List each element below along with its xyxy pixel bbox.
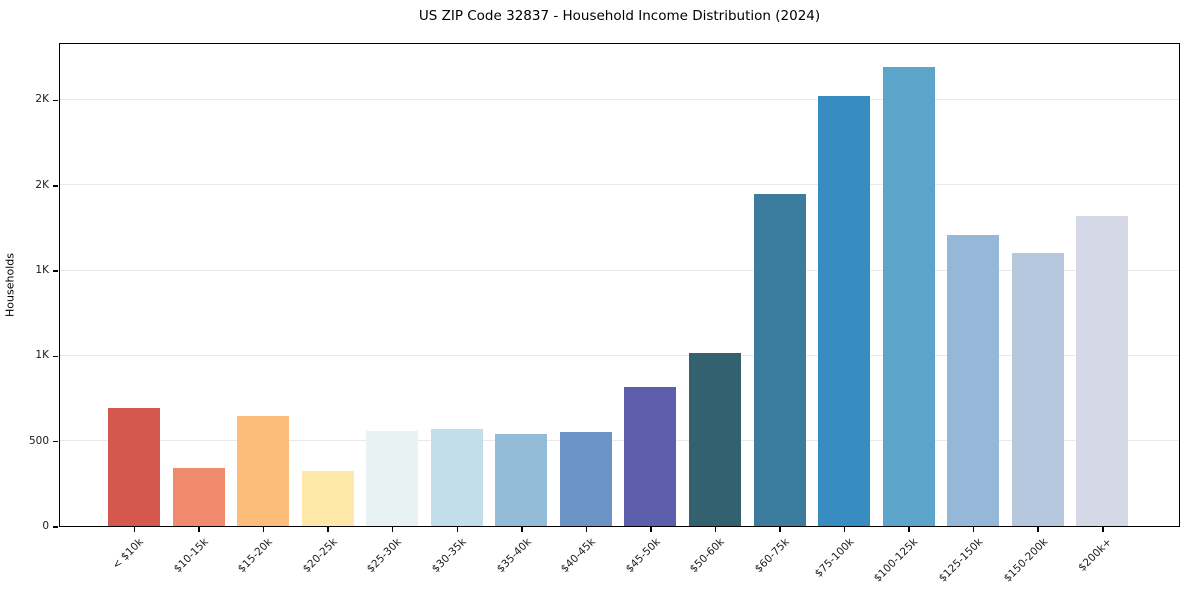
bar-200k+ [1076, 216, 1129, 526]
x-tick-mark [456, 527, 458, 532]
bar-60-75k [753, 194, 806, 526]
y-tick-mark [53, 185, 58, 187]
bar-35-40k [495, 433, 548, 526]
gridline [60, 269, 1179, 271]
x-tick-mark [1102, 527, 1104, 532]
y-tick-mark [53, 99, 58, 102]
bar-25-30k [366, 431, 419, 526]
x-tick-label: $50-60k [687, 536, 727, 576]
y-tick-label: 0 [42, 520, 49, 532]
x-tick-label: $125-150k [936, 536, 986, 585]
y-tick-label: 500 [28, 434, 49, 447]
x-tick-mark [521, 527, 523, 532]
x-tick-label: $100-125k [872, 536, 921, 585]
gridline [60, 99, 1179, 100]
chart-title: US ZIP Code 32837 - Household Income Dis… [418, 8, 821, 24]
y-tick-mark [53, 526, 58, 528]
bar-10-15k [172, 468, 225, 526]
bar-10k [108, 408, 160, 526]
x-tick-label: $20-25k [300, 536, 340, 576]
x-tick-label: $200k+ [1076, 536, 1115, 574]
gridline [60, 184, 1179, 186]
x-tick-mark [133, 527, 136, 532]
x-tick-mark [843, 527, 846, 532]
x-tick-label: $60-75k [752, 536, 792, 576]
bar-15-20k [237, 415, 290, 526]
x-tick-mark [262, 527, 265, 532]
y-tick-mark [53, 355, 58, 358]
y-tick-label: 1K [35, 349, 49, 362]
x-tick-mark [585, 527, 588, 532]
x-tick-mark [779, 527, 781, 532]
bar-150-200k [1011, 253, 1064, 526]
y-axis-label: Households [3, 253, 17, 317]
y-tick-mark [53, 270, 58, 272]
bar-100-125k [882, 67, 935, 526]
x-tick-mark [198, 527, 200, 532]
gridline [60, 354, 1179, 356]
bar-75-100k [818, 96, 871, 526]
x-tick-label: $75-100k [812, 536, 857, 580]
x-tick-label: $150-200k [1001, 536, 1050, 585]
y-tick-label: 1K [35, 264, 49, 277]
x-tick-mark [327, 527, 329, 532]
bar-30-35k [430, 428, 483, 526]
x-tick-label: < $10k [110, 536, 146, 572]
bar-40-45k [559, 432, 612, 526]
plot-area [59, 43, 1180, 527]
y-tick-mark [53, 440, 58, 443]
x-tick-label: $25-30k [365, 536, 405, 576]
x-tick-mark [972, 527, 975, 532]
bar-50-60k [688, 352, 741, 526]
bar-20-25k [301, 470, 354, 526]
x-tick-label: $45-50k [623, 536, 663, 576]
x-tick-mark [908, 527, 910, 532]
x-tick-mark [391, 527, 394, 532]
x-tick-label: $40-45k [558, 536, 598, 576]
x-tick-label: $30-35k [429, 536, 469, 576]
bar-125-150k [947, 235, 1000, 526]
x-tick-label: $35-40k [494, 536, 534, 576]
gridline [60, 440, 1179, 442]
x-tick-label: $15-20k [236, 536, 276, 576]
x-tick-mark [650, 527, 652, 532]
y-tick-label: 2K [35, 93, 49, 106]
bar-45-50k [624, 386, 677, 526]
y-tick-label: 2K [35, 178, 49, 191]
x-tick-mark [714, 527, 717, 532]
x-tick-label: $10-15k [171, 536, 211, 576]
x-tick-mark [1037, 527, 1039, 532]
